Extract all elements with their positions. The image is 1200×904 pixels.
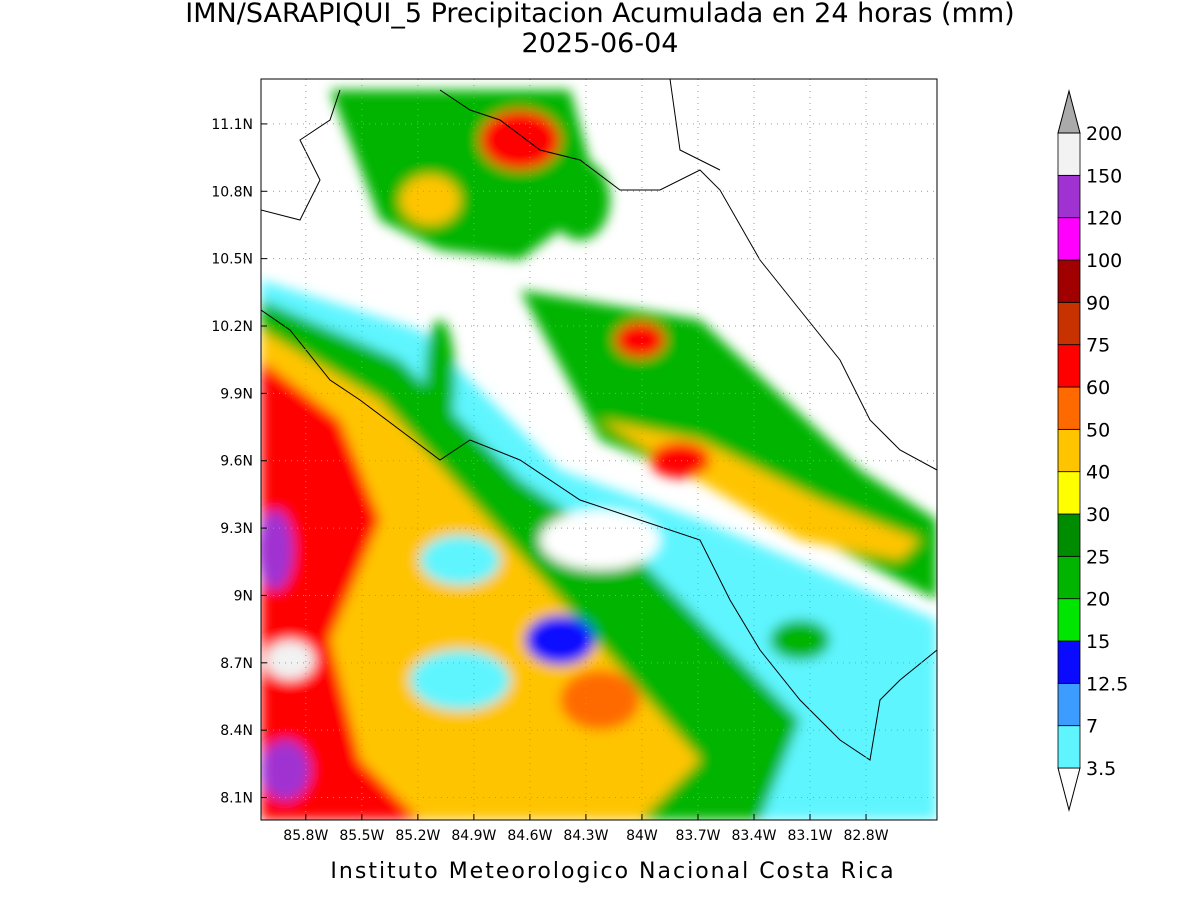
y-tick-label: 9.9N bbox=[220, 386, 253, 402]
colorbar-label: 15 bbox=[1086, 631, 1110, 653]
y-tick-label: 11.1N bbox=[211, 117, 253, 133]
x-tick-label: 84W bbox=[626, 828, 658, 844]
y-tick-label: 10.8N bbox=[211, 184, 253, 200]
colorbar-swatch bbox=[1057, 344, 1081, 388]
colorbar-swatch bbox=[1057, 174, 1081, 219]
colorbar-label: 40 bbox=[1086, 462, 1110, 484]
x-tick-label: 85.2W bbox=[395, 828, 440, 844]
precip-field bbox=[261, 79, 937, 820]
y-tick-label: 8.7N bbox=[220, 656, 253, 672]
x-tick-label: 82.8W bbox=[844, 828, 889, 844]
colorbar: 3.5 7 12.5 15 20 25 30 40 50 60 75 90 100 120 150 200 bbox=[1057, 89, 1128, 812]
x-tick-label: 83.1W bbox=[788, 828, 833, 844]
y-tick-label: 9N bbox=[234, 588, 253, 604]
colorbar-swatch bbox=[1057, 555, 1081, 600]
colorbar-swatch bbox=[1057, 132, 1081, 176]
colorbar-swatch bbox=[1057, 217, 1081, 261]
y-tick-label: 8.1N bbox=[220, 791, 253, 807]
colorbar-swatch bbox=[1057, 386, 1081, 430]
colorbar-swatch bbox=[1057, 471, 1081, 515]
footer: Instituto Meteorologico Nacional Costa R… bbox=[330, 859, 895, 884]
colorbar-label: 120 bbox=[1086, 208, 1122, 230]
colorbar-label: 75 bbox=[1086, 335, 1110, 357]
colorbar-label: 25 bbox=[1086, 546, 1110, 568]
y-tick-label: 8.4N bbox=[220, 723, 253, 739]
colorbar-swatch bbox=[1057, 598, 1081, 642]
colorbar-swatch bbox=[1057, 259, 1081, 303]
x-tick-label: 84.3W bbox=[563, 828, 608, 844]
x-tick-label: 85.8W bbox=[283, 828, 328, 844]
colorbar-swatch bbox=[1057, 682, 1081, 727]
colorbar-label: 200 bbox=[1086, 123, 1122, 145]
colorbar-triangle bbox=[1057, 89, 1081, 134]
colorbar-label: 100 bbox=[1086, 250, 1122, 272]
x-tick-label: 83.4W bbox=[731, 828, 776, 844]
colorbar-swatch bbox=[1057, 428, 1081, 473]
x-tick-label: 84.9W bbox=[451, 828, 496, 844]
x-tick-label: 85.5W bbox=[339, 828, 384, 844]
subtitle: 2025-06-04 bbox=[522, 28, 679, 59]
colorbar-label: 60 bbox=[1086, 377, 1110, 399]
colorbar-label: 20 bbox=[1086, 589, 1110, 611]
colorbar-swatch bbox=[1057, 640, 1081, 684]
colorbar-triangle bbox=[1057, 767, 1081, 812]
title: IMN/SARAPIQUI_5 Precipitacion Acumulada … bbox=[185, 0, 1014, 29]
colorbar-label: 30 bbox=[1086, 504, 1110, 526]
x-tick-label: 83.7W bbox=[675, 828, 720, 844]
colorbar-label: 50 bbox=[1086, 419, 1110, 441]
colorbar-label: 150 bbox=[1086, 165, 1122, 187]
colorbar-label: 7 bbox=[1086, 716, 1098, 738]
y-tick-label: 10.5N bbox=[211, 252, 253, 268]
y-tick-label: 10.2N bbox=[211, 319, 253, 335]
colorbar-swatch bbox=[1057, 725, 1081, 769]
colorbar-label: 12.5 bbox=[1086, 673, 1128, 695]
colorbar-swatch bbox=[1057, 513, 1081, 557]
map-frame bbox=[260, 78, 938, 821]
y-tick-label: 9.3N bbox=[220, 521, 253, 537]
grid-layer: 85.8W 85.5W 85.2W 84.9W 84.6W 84.3W 84W 83.7W 83… bbox=[211, 79, 937, 844]
colorbar-label: 3.5 bbox=[1086, 758, 1116, 780]
y-tick-label: 9.6N bbox=[220, 454, 253, 470]
colorbar-swatch bbox=[1057, 301, 1081, 346]
colorbar-label: 90 bbox=[1086, 292, 1110, 314]
x-tick-label: 84.6W bbox=[507, 828, 552, 844]
